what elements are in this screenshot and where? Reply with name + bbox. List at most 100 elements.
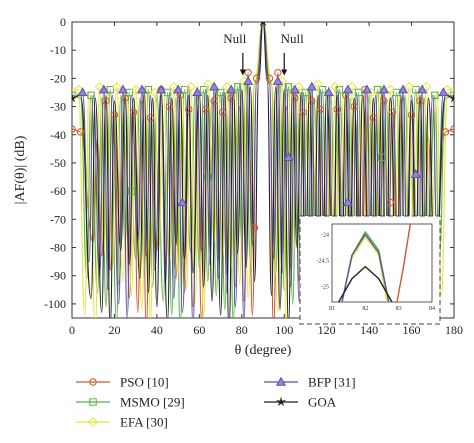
data-point-efa [404,81,415,92]
data-point-pso [291,94,299,102]
data-point-bfp [117,84,128,94]
inset-x-tick-label: 84 [429,306,435,312]
data-point-pso [210,97,218,105]
y-axis-label: |AF(θ)| (dB) [13,135,28,204]
legend-item: BFP [31] [264,375,356,390]
data-point-msmo [354,88,363,97]
data-point-msmo [106,85,114,94]
data-point-msmo [199,85,208,94]
data-point-pso [308,97,316,105]
data-point-efa [185,81,196,92]
data-point-pso [380,97,388,105]
data-point-bfp [136,84,148,94]
data-point-msmo [284,83,293,91]
inset-x-tick-label: 81 [329,306,335,312]
data-point-bfp [98,84,109,94]
data-point-goa [72,93,77,103]
data-point-pso [165,102,174,111]
inset-x-tick-label: 82 [362,306,368,312]
data-point-efa [222,81,232,92]
data-point-efa [111,81,122,92]
data-point-pso [350,102,358,111]
y-tick-label: -100 [44,297,66,311]
data-point-pso [121,94,129,102]
data-point-bfp [272,75,283,85]
data-point-bfp [192,87,203,97]
data-point-pso [450,125,454,133]
data-point-efa [294,81,304,92]
data-point-pso [185,105,193,114]
legend-marker [89,398,97,406]
data-point-pso [407,111,416,119]
zoom-inset: -24 -24.5 -25 81 82 83 84 [299,215,441,325]
data-point-bfp [378,84,390,94]
data-point-bfp [417,84,428,94]
data-point-pso [252,74,261,83]
legend-label: BFP [31] [308,375,356,390]
x-tick-label: 60 [193,323,205,337]
y-axis: 0 -10 -20 -30 -40 -50 -60 -70 -80 -90 -100 [44,15,454,311]
x-tick-label: 140 [360,323,378,337]
data-point-goa [449,93,454,103]
x-tick-label: 20 [108,323,120,337]
data-point-pso [265,74,274,83]
data-point-efa [421,81,432,92]
x-axis: 0 20 40 60 80 100 120 140 160 180 [69,22,463,337]
data-point-efa [168,81,179,92]
y-tick-label: -30 [50,100,66,114]
null-annotation-label: Null [223,31,247,46]
y-tick-label: -10 [50,43,66,57]
x-tick-label: 80 [236,323,248,337]
data-point-bfp [173,84,184,94]
legend-label: GOA [308,395,337,410]
data-point-pso [388,108,397,116]
data-point-msmo [431,91,439,99]
data-point-efa [442,84,453,95]
data-point-efa [202,79,213,89]
data-point-pso [299,108,308,116]
x-tick-label: 40 [151,323,163,337]
inset-frame [331,223,433,303]
marker-layer [72,22,454,232]
data-point-efa [347,81,358,92]
legend-item: EFA [30] [76,415,168,430]
data-point-efa [313,79,324,89]
data-point-pso [218,108,227,116]
data-point-bfp [323,87,334,97]
null-annotation-label: Null [281,31,305,46]
inset-curve [396,224,411,302]
x-tick-label: 160 [403,323,421,337]
legend-item: PSO [10] [76,375,169,390]
null-arrow-head [281,69,288,76]
data-point-pso [250,224,259,232]
data-point-bfp [209,81,220,91]
y-tick-label: -80 [50,241,66,255]
y-tick-label: 0 [60,15,66,29]
legend-label: PSO [10] [120,375,169,390]
inset-y-tick-label: -24 [321,232,329,238]
data-point-msmo [318,85,327,94]
y-tick-label: -60 [50,184,66,198]
data-point-pso [386,198,395,207]
data-point-bfp [342,197,353,207]
inset-curve [338,265,393,302]
data-point-pso [227,94,235,102]
null-annotations: Null Null [223,31,305,76]
data-point-efa [330,81,341,92]
data-point-pso [441,128,450,136]
data-point-pso [244,69,252,77]
y-tick-label: -90 [50,269,66,283]
data-point-efa [73,84,84,95]
inset-y-tick-label: -25 [321,284,329,290]
y-tick-label: -70 [50,212,66,226]
data-point-efa [94,81,105,92]
y-tick-label: -50 [50,156,66,170]
data-point-msmo [378,153,386,162]
legend-item: GOA [264,395,337,410]
x-axis-label: θ (degree) [235,343,292,358]
data-point-pso [416,97,424,105]
inset-x-tick-label: 83 [396,306,402,312]
data-point-pso [274,69,282,77]
data-point-efa [385,84,396,95]
